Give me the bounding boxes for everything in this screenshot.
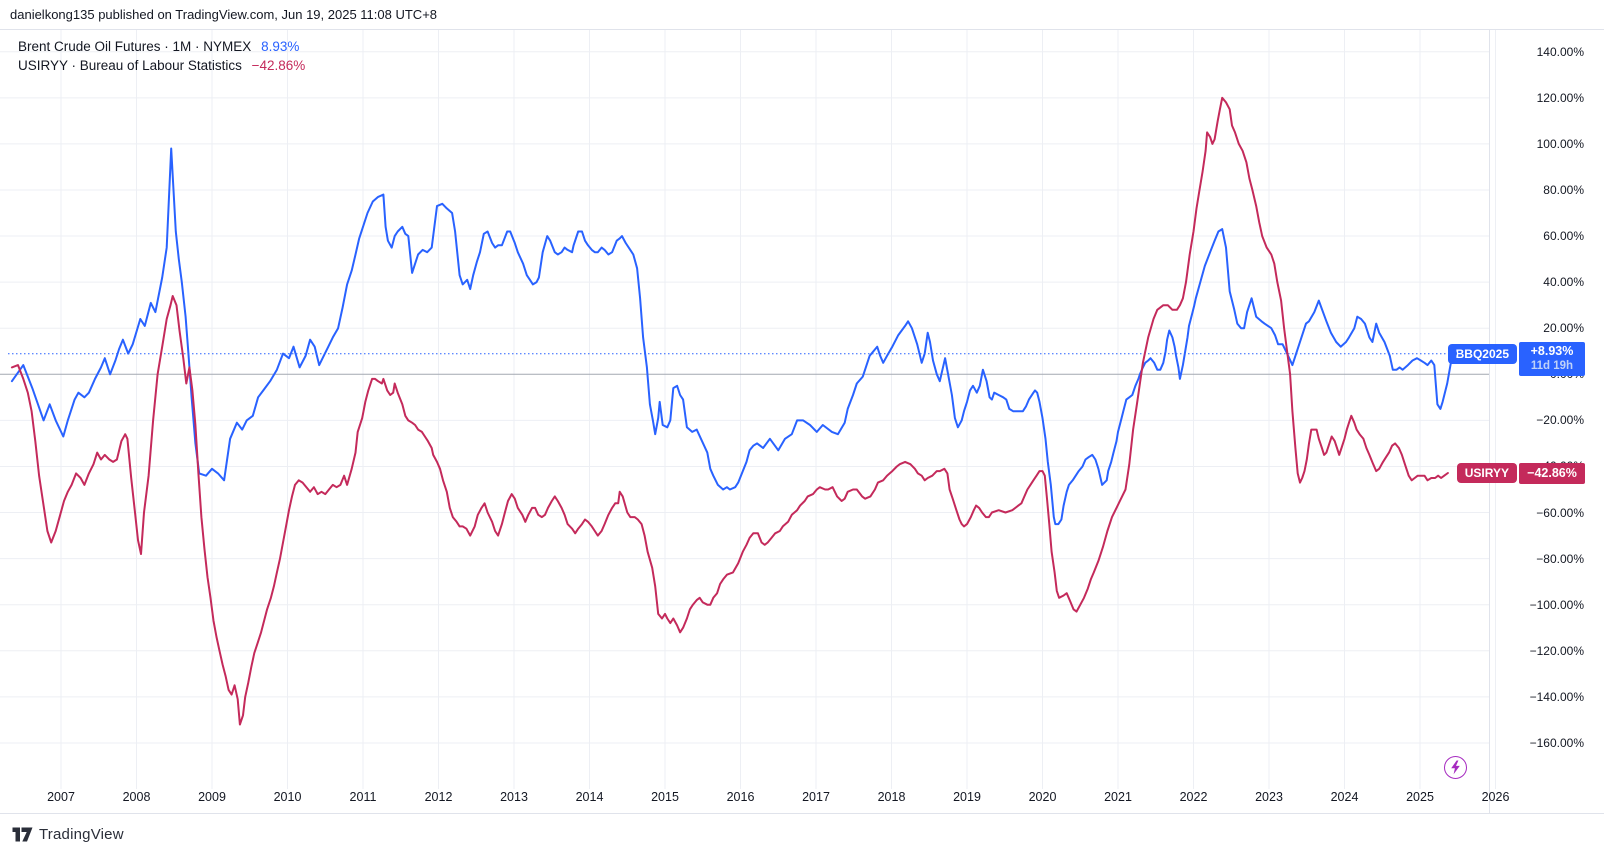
publish-header: danielkong135 published on TradingView.c… bbox=[0, 0, 1604, 30]
legend-brent-title: Brent Crude Oil Futures · 1M · NYMEX bbox=[18, 39, 252, 54]
footer-divider bbox=[0, 813, 1604, 814]
time-scale[interactable]: 2007 2008 2009 2010 2011 2012 2013 2014 2015 2016… bbox=[0, 790, 1604, 812]
price-tick-label: −160.00% bbox=[1529, 735, 1584, 750]
year-tick-label: 2010 bbox=[273, 790, 302, 804]
tradingview-logo-text: TradingView bbox=[39, 826, 124, 843]
year-tick-label: 2011 bbox=[349, 790, 377, 804]
price-tick-label: 40.00% bbox=[1543, 275, 1584, 290]
year-tick-label: 2008 bbox=[122, 790, 151, 804]
price-tick-label: −140.00% bbox=[1529, 689, 1584, 704]
series-tag-bbq2025: BBQ2025 bbox=[1447, 343, 1517, 364]
price-tick-label: −100.00% bbox=[1529, 597, 1584, 612]
year-tick-label: 2024 bbox=[1330, 790, 1359, 804]
price-tick-label: −80.00% bbox=[1536, 551, 1584, 566]
price-tick-label: −60.00% bbox=[1536, 505, 1584, 520]
price-tick-label: 100.00% bbox=[1536, 136, 1584, 151]
brent-last-price-label: +8.93% 11d 19h bbox=[1519, 341, 1585, 376]
year-tick-label: 2018 bbox=[877, 790, 906, 804]
bar-close-countdown: 11d 19h bbox=[1530, 359, 1574, 372]
usiryy-series-line bbox=[10, 96, 1449, 726]
year-tick-label: 2012 bbox=[424, 790, 453, 804]
year-tick-label: 2007 bbox=[47, 790, 75, 804]
price-tick-label: 20.00% bbox=[1543, 321, 1584, 336]
series-tag-usiryy: USIRYY bbox=[1456, 463, 1517, 484]
year-tick-label: 2013 bbox=[500, 790, 528, 804]
legend-usiryy-value: −42.86% bbox=[251, 58, 306, 73]
chart-legend: Brent Crude Oil Futures · 1M · NYMEX 8.9… bbox=[18, 37, 305, 75]
price-tick-label: 60.00% bbox=[1543, 229, 1584, 244]
price-scale[interactable]: 140.00% 120.00% 100.00% 80.00% 60.00% 40.00% 2… bbox=[1490, 30, 1604, 790]
legend-usiryy-title: USIRYY · Bureau of Labour Statistics bbox=[18, 58, 242, 73]
usiryy-last-price-label: −42.86% bbox=[1519, 462, 1585, 484]
published-attribution-text: danielkong135 published on TradingView.c… bbox=[10, 7, 438, 22]
year-tick-label: 2014 bbox=[575, 790, 604, 804]
legend-brent-value: 8.93% bbox=[261, 39, 300, 54]
year-tick-label: 2026 bbox=[1481, 790, 1510, 804]
brent-last-price-value: +8.93% bbox=[1530, 343, 1574, 358]
tradingview-logo[interactable]: TradingView bbox=[10, 826, 124, 843]
price-tick-label: −120.00% bbox=[1529, 643, 1584, 658]
price-tick-label: 80.00% bbox=[1543, 182, 1584, 197]
tradingview-logo-icon bbox=[12, 827, 33, 842]
flash-quick-action-button[interactable] bbox=[1444, 756, 1467, 779]
price-tick-label: −20.00% bbox=[1536, 413, 1584, 428]
year-tick-label: 2023 bbox=[1255, 790, 1283, 804]
year-tick-label: 2021 bbox=[1104, 790, 1132, 804]
year-tick-label: 2019 bbox=[953, 790, 981, 804]
lightning-icon bbox=[1451, 760, 1460, 775]
year-tick-label: 2020 bbox=[1028, 790, 1057, 804]
legend-item-usiryy[interactable]: USIRYY · Bureau of Labour Statistics −42… bbox=[18, 56, 305, 75]
brent-last-point-dot bbox=[1447, 349, 1457, 359]
year-tick-label: 2009 bbox=[198, 790, 226, 804]
year-tick-label: 2022 bbox=[1179, 790, 1208, 804]
year-tick-label: 2017 bbox=[802, 790, 830, 804]
price-tick-label: 140.00% bbox=[1536, 44, 1584, 59]
price-tick-label: 120.00% bbox=[1536, 90, 1584, 105]
legend-item-brent[interactable]: Brent Crude Oil Futures · 1M · NYMEX 8.9… bbox=[18, 37, 305, 56]
year-tick-label: 2015 bbox=[651, 790, 679, 804]
year-tick-label: 2025 bbox=[1406, 790, 1434, 804]
year-tick-label: 2016 bbox=[726, 790, 755, 804]
brent-series-line bbox=[10, 147, 1454, 526]
